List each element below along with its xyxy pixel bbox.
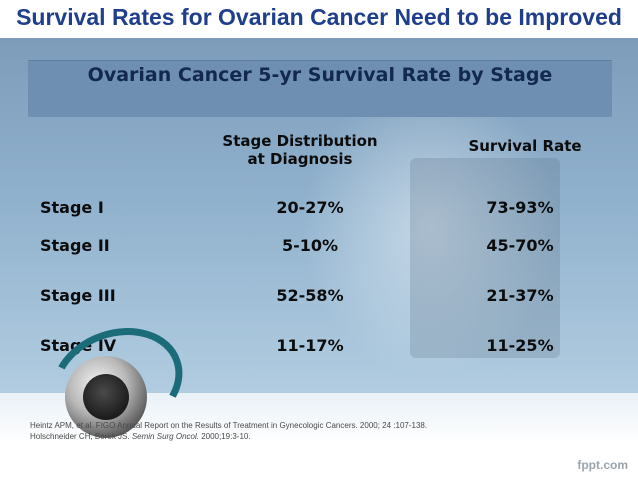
row-stage-label: Stage III <box>40 286 116 305</box>
row-stage-label: Stage II <box>40 236 110 255</box>
row-distribution: 20-27% <box>276 198 344 217</box>
row-stage-label: Stage I <box>40 198 104 217</box>
column-header-survival: Survival Rate <box>468 137 582 155</box>
row-survival: 21-37% <box>486 286 554 305</box>
table-header: Ovarian Cancer 5-yr Survival Rate by Sta… <box>87 64 553 86</box>
table-header-band <box>28 60 612 117</box>
row-stage-label: Stage IV <box>40 336 117 355</box>
row-distribution: 11-17% <box>276 336 344 355</box>
references: Heintz APM, et al. FIGO Annual Report on… <box>30 420 427 442</box>
reference-2-journal: Semin Surg Oncol. <box>131 432 199 441</box>
column-header-distribution-line2: at Diagnosis <box>247 150 353 168</box>
row-survival: 45-70% <box>486 236 554 255</box>
background-glow <box>300 78 560 378</box>
stethoscope-diaphragm-icon <box>83 374 129 420</box>
reference-2: Holschneider CH, Berek JS. Semin Surg On… <box>30 431 427 442</box>
reference-2-authors: Holschneider CH, Berek JS. <box>30 432 130 441</box>
column-header-distribution-line1: Stage Distribution <box>222 132 378 150</box>
reference-2-rest: 2000;19:3-10. <box>201 432 251 441</box>
background-cabinet <box>410 158 560 358</box>
row-survival: 73-93% <box>486 198 554 217</box>
row-distribution: 52-58% <box>276 286 344 305</box>
reference-1: Heintz APM, et al. FIGO Annual Report on… <box>30 421 428 430</box>
slide-title: Survival Rates for Ovarian Cancer Need t… <box>16 4 622 30</box>
fppt-logo: fppt.com <box>577 458 628 472</box>
column-header-distribution: Stage Distribution at Diagnosis <box>200 132 400 168</box>
row-survival: 11-25% <box>486 336 554 355</box>
row-distribution: 5-10% <box>281 236 339 255</box>
